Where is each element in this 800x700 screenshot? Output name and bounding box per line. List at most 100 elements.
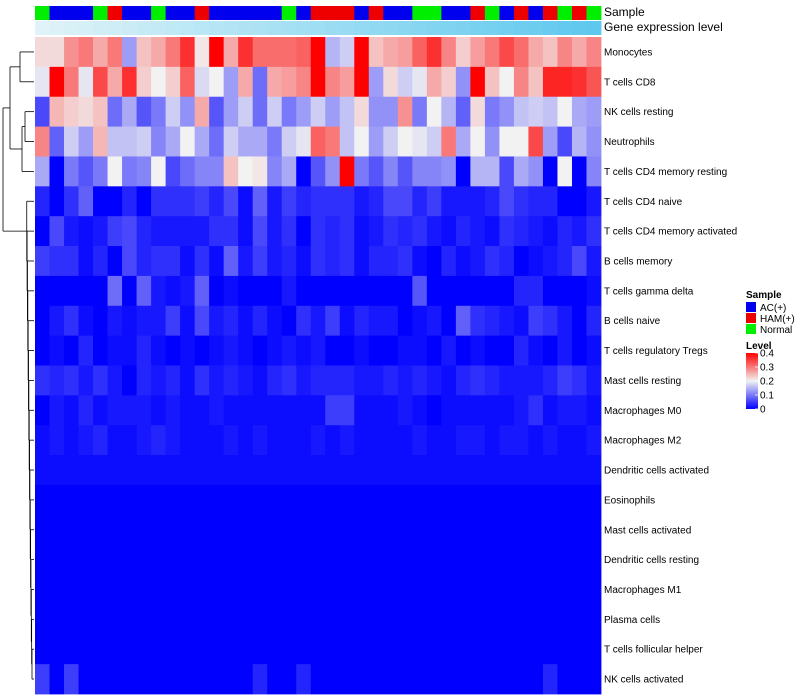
sample-annotation-cell	[499, 6, 515, 20]
heatmap-cell	[528, 335, 544, 366]
sample-annotation-cell	[180, 6, 196, 20]
heatmap-cell	[64, 96, 79, 127]
heatmap-cell	[180, 604, 196, 635]
heatmap-cell	[484, 514, 500, 546]
heatmap-cell	[339, 156, 355, 187]
gene-expression-annotation-cell	[122, 21, 137, 35]
heatmap-cell	[122, 544, 137, 575]
heatmap-cell	[557, 96, 573, 127]
heatmap-cell	[223, 514, 239, 546]
heatmap-cell	[368, 126, 384, 157]
heatmap-cell	[455, 514, 471, 546]
heatmap-cell	[136, 335, 152, 366]
sample-annotation-cell	[49, 6, 65, 20]
heatmap-cell	[122, 365, 137, 396]
heatmap-cell	[267, 634, 283, 665]
heatmap-cell	[238, 126, 254, 157]
heatmap-cell	[368, 425, 384, 456]
heatmap-cell	[107, 664, 123, 695]
heatmap-cell	[180, 455, 196, 486]
heatmap-cell	[513, 66, 529, 98]
heatmap-cell	[78, 186, 94, 217]
heatmap-cell	[484, 216, 500, 247]
heatmap-cell	[339, 66, 355, 98]
heatmap-cell	[426, 186, 442, 217]
heatmap-cell	[397, 126, 413, 157]
heatmap-cell	[397, 246, 413, 277]
heatmap-cell	[35, 604, 50, 635]
heatmap-cell	[470, 216, 486, 247]
heatmap-cell	[35, 126, 50, 157]
gene-expression-annotation-cell	[354, 21, 370, 35]
heatmap-cell	[412, 484, 428, 516]
heatmap-cell	[557, 484, 573, 516]
heatmap-cell	[354, 246, 370, 277]
heatmap-cell	[397, 305, 413, 337]
heatmap-cell	[586, 156, 602, 187]
heatmap-cell	[383, 126, 399, 157]
heatmap-cell	[281, 514, 297, 546]
heatmap-cell	[368, 604, 384, 635]
heatmap-cell	[455, 574, 471, 605]
heatmap-cell	[484, 335, 500, 366]
heatmap-cell	[412, 37, 428, 68]
heatmap-cell	[354, 604, 370, 635]
heatmap-cell	[571, 484, 587, 516]
heatmap-cell	[151, 156, 167, 187]
heatmap-cell	[49, 186, 65, 217]
heatmap-cell	[571, 634, 587, 665]
heatmap-cell	[93, 395, 108, 426]
heatmap-cell	[107, 216, 123, 247]
heatmap-cell	[136, 664, 152, 695]
heatmap-cell	[93, 634, 108, 665]
heatmap-cell	[209, 425, 225, 456]
heatmap-cell	[252, 395, 268, 426]
heatmap-cell	[557, 37, 573, 68]
sample-annotation-cell	[107, 6, 123, 20]
heatmap-cell	[354, 216, 370, 247]
heatmap-cell	[383, 664, 399, 695]
sample-annotation-cell	[397, 6, 413, 20]
heatmap-cell	[513, 634, 529, 665]
heatmap-cell	[35, 365, 50, 396]
heatmap-cell	[281, 484, 297, 516]
heatmap-cell	[586, 246, 602, 277]
heatmap-cell	[165, 305, 181, 337]
heatmap-cell	[252, 216, 268, 247]
gene-expression-annotation-cell	[180, 21, 196, 35]
heatmap-cell	[397, 484, 413, 516]
heatmap-cell	[136, 275, 152, 307]
heatmap-cell	[368, 156, 384, 187]
heatmap-cell	[238, 335, 254, 366]
heatmap-cell	[412, 634, 428, 665]
heatmap-cell	[310, 604, 326, 635]
sample-annotation-cell	[586, 6, 602, 20]
heatmap-cell	[209, 186, 225, 217]
heatmap-cell	[470, 574, 486, 605]
heatmap-cell	[484, 425, 500, 456]
heatmap-cell	[151, 514, 167, 546]
heatmap-cell	[470, 275, 486, 307]
heatmap-cell	[325, 574, 341, 605]
heatmap-cell	[122, 514, 137, 546]
heatmap-cell	[528, 275, 544, 307]
heatmap-cell	[136, 425, 152, 456]
heatmap-cell	[180, 66, 196, 98]
heatmap-cell	[296, 37, 312, 68]
heatmap-cell	[528, 156, 544, 187]
heatmap-cell	[267, 574, 283, 605]
heatmap-cell	[368, 96, 384, 127]
heatmap-cell	[267, 156, 283, 187]
heatmap-cell	[441, 96, 457, 127]
heatmap-cell	[194, 664, 210, 695]
heatmap-cell	[252, 126, 268, 157]
heatmap-cell	[180, 37, 196, 68]
sample-legend-swatch	[746, 324, 756, 334]
heatmap-cell	[64, 156, 79, 187]
heatmap-cell	[513, 455, 529, 486]
heatmap-cell	[499, 574, 515, 605]
heatmap-cell	[557, 186, 573, 217]
heatmap-cell	[238, 514, 254, 546]
heatmap-cell	[557, 246, 573, 277]
heatmap-cell	[49, 335, 65, 366]
